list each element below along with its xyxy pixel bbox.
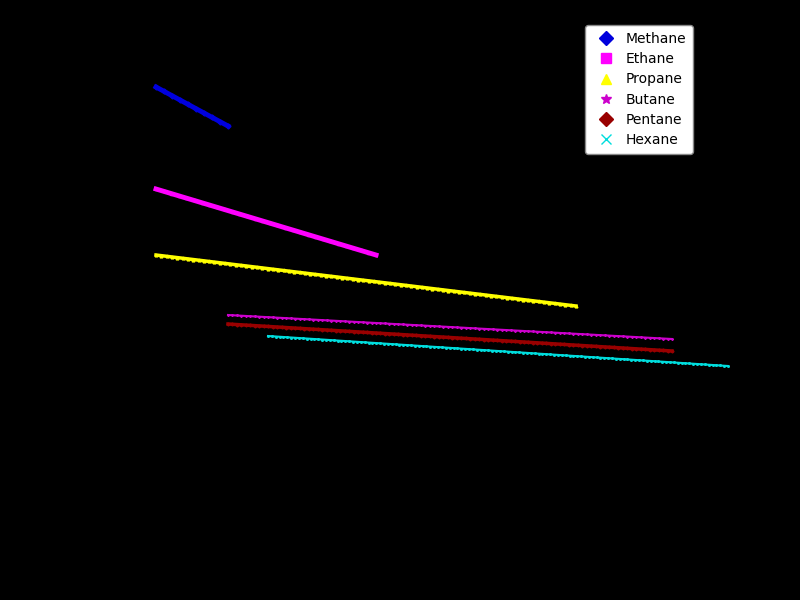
Legend: Methane, Ethane, Propane, Butane, Pentane, Hexane: Methane, Ethane, Propane, Butane, Pentan… [586,25,693,154]
